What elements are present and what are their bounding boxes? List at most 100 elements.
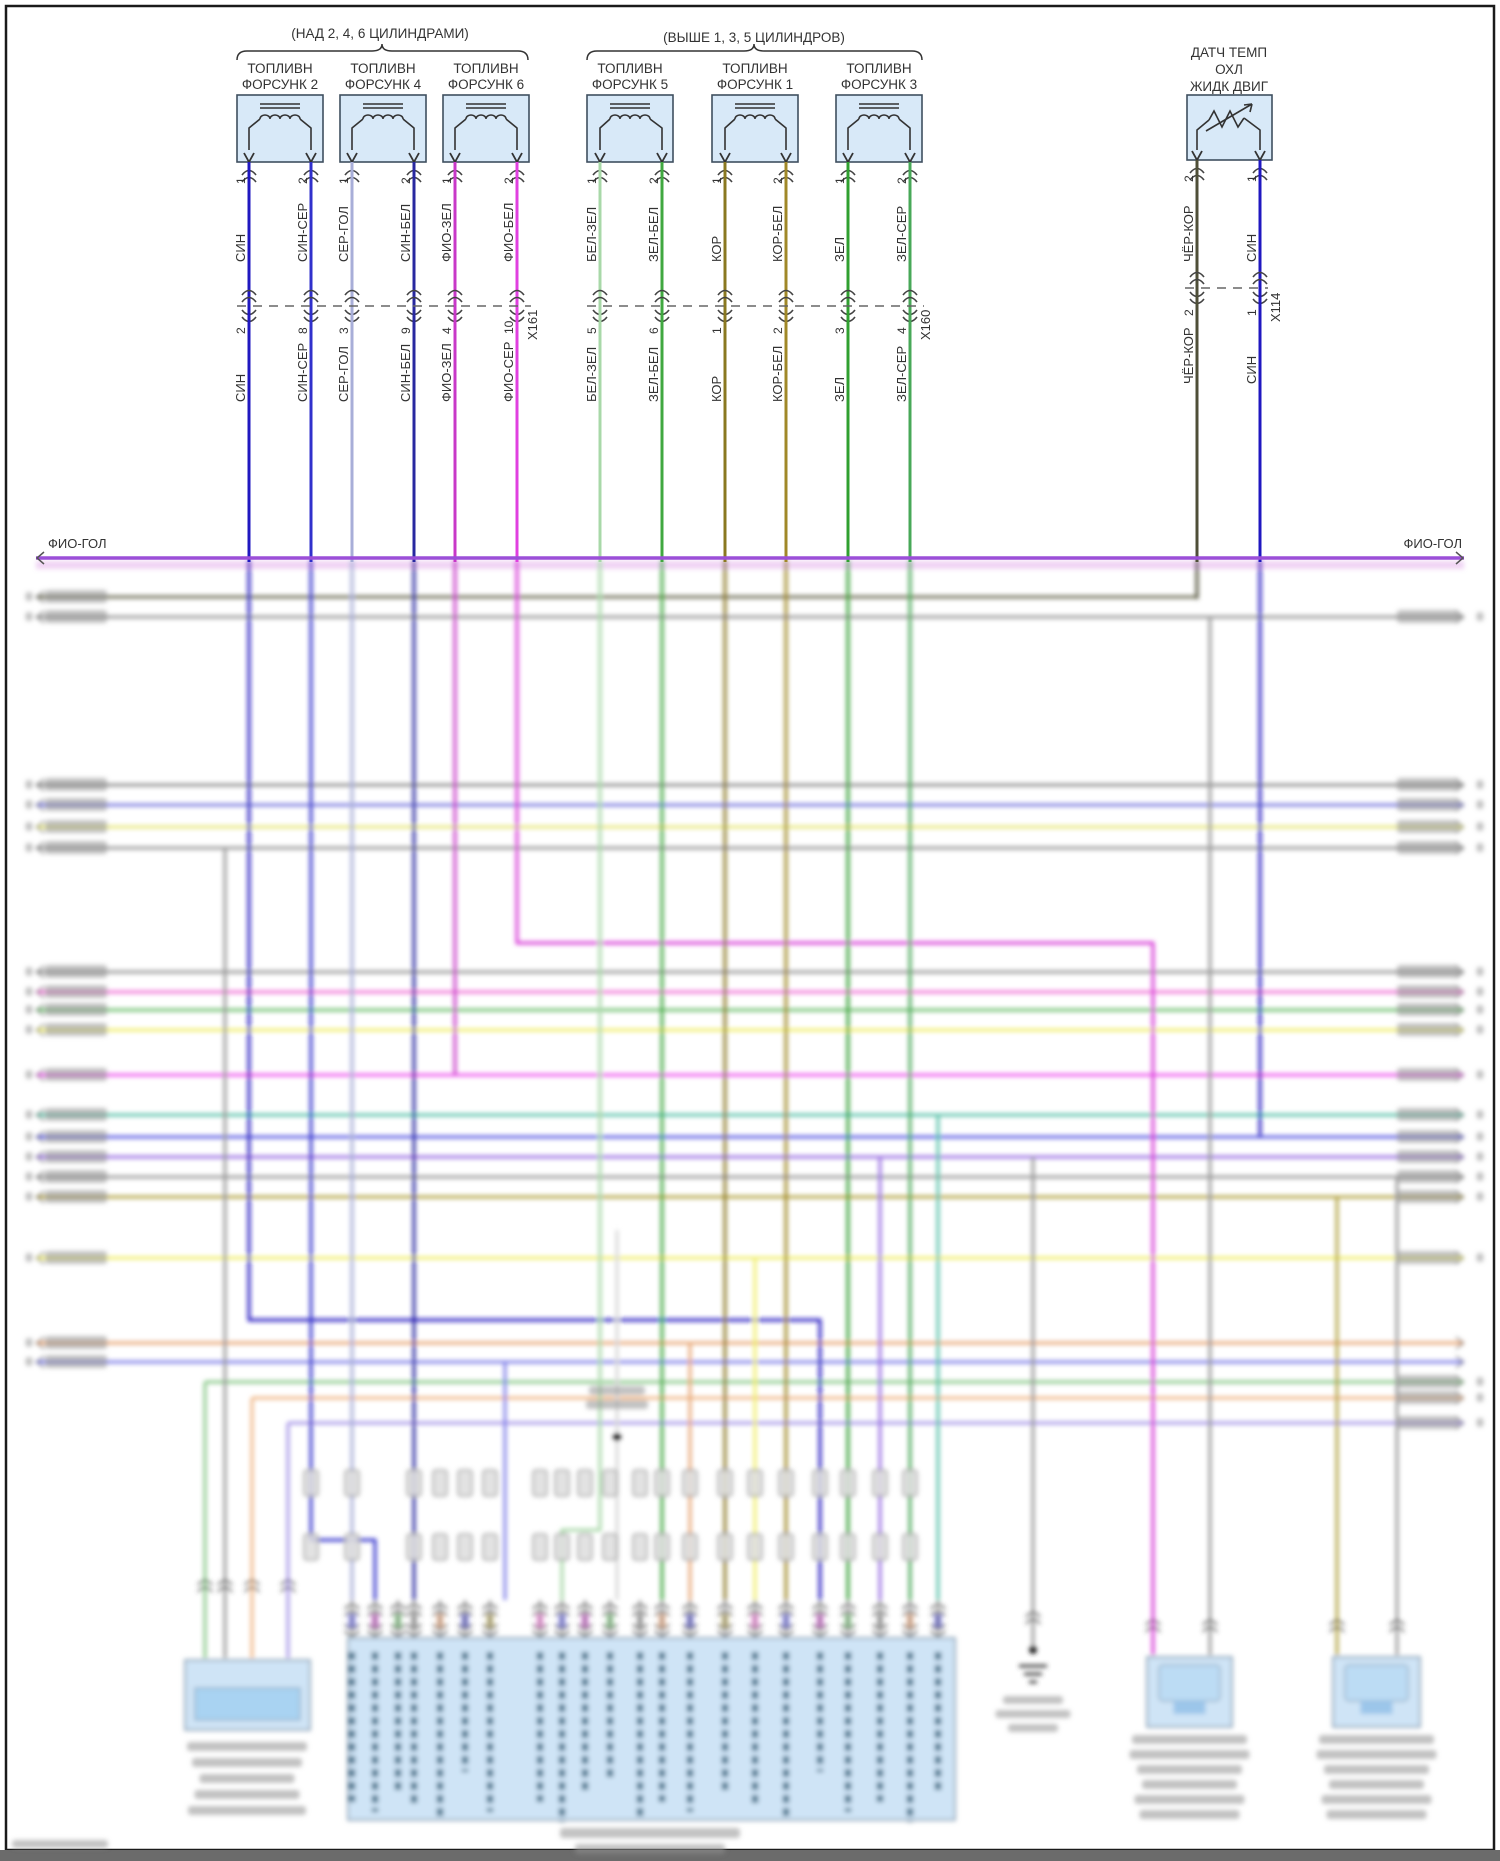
pin-number: 1 (833, 177, 847, 184)
coil-leg (248, 118, 261, 150)
connector-chevron (840, 289, 856, 296)
edge-continuation-icon (35, 610, 45, 624)
connector-id: X160 (918, 310, 933, 340)
connector-chevron (344, 296, 360, 303)
edge-continuation-icon (35, 1068, 45, 1082)
connector-chevron (778, 289, 794, 296)
connector-chevron (217, 1586, 233, 1593)
connector-chevron (280, 1586, 296, 1593)
inline-connector-block (872, 1533, 888, 1561)
connector-cavity-number: 2 (1182, 309, 1196, 316)
connector-chevron (1252, 271, 1268, 278)
inline-connector-block (303, 1469, 319, 1497)
injector-title: ФОРСУНК 6 (448, 77, 524, 92)
illegible-text-bar (45, 1003, 107, 1016)
illegible-text-bar (25, 612, 33, 621)
coil-icon (609, 114, 651, 120)
connector-chevron (509, 296, 525, 303)
pin-number: 2 (1182, 175, 1196, 182)
illegible-text-bar (187, 1742, 307, 1751)
illegible-text-bar (1316, 1750, 1437, 1759)
inline-connector-block (554, 1469, 570, 1497)
connector-chevron (447, 289, 463, 296)
illegible-text-bar (1397, 1003, 1459, 1016)
inline-connector-block (840, 1533, 856, 1561)
illegible-text-bar (1397, 1251, 1459, 1264)
inline-connector-block (432, 1469, 448, 1497)
wire-path (560, 560, 602, 1600)
connector-chevron (244, 1579, 260, 1586)
inline-connector-block (457, 1469, 473, 1497)
inline-connector-block (778, 1469, 794, 1497)
connector-chevron (1025, 1611, 1041, 1618)
wire-color-label-below: СИН-БЕЛ (398, 344, 413, 402)
connector-cavity-number: 6 (647, 327, 661, 334)
illegible-text-bar (25, 1070, 33, 1079)
connector-cavity-number: 3 (833, 327, 847, 334)
connector-chevron (1145, 1626, 1161, 1633)
wire-color-label: ФИО-БЕЛ (501, 203, 516, 262)
connector-cavity-number: 5 (585, 327, 599, 334)
connector-cavity-number: 2 (234, 327, 248, 334)
bus-left-label: ФИО-ГОЛ (48, 536, 106, 551)
inline-connector-block (632, 1533, 648, 1561)
coil-leg (774, 118, 787, 150)
wire-color-label-below: ЗЕЛ (832, 377, 847, 402)
inline-connector-block (632, 1469, 648, 1497)
illegible-text-bar (1397, 1023, 1459, 1036)
illegible-text-bar (1397, 1190, 1459, 1203)
cylinder-group-bracket (236, 43, 529, 61)
inline-connector-block (457, 1533, 473, 1561)
connector-chevron (1329, 1619, 1345, 1626)
injector-title: ТОПЛИВН (846, 61, 911, 76)
injector-title: ТОПЛИВН (350, 61, 415, 76)
illegible-text-bar (25, 592, 33, 601)
illegible-text-bar (575, 1844, 725, 1854)
illegible-text-bar (25, 1172, 33, 1181)
illegible-text-bar (45, 820, 107, 833)
illegible-text-bar (25, 843, 33, 852)
coil-leg (599, 118, 611, 150)
inline-connector-block (902, 1533, 918, 1561)
illegible-text-bar (25, 1132, 33, 1141)
inline-connector-block (554, 1533, 570, 1561)
inline-connector-block (717, 1469, 733, 1497)
connector-chevron (303, 296, 319, 303)
connector-chevron (902, 296, 918, 303)
illegible-text-bar (25, 1338, 33, 1347)
inline-connector-block (682, 1469, 698, 1497)
illegible-text-bar (45, 590, 107, 603)
coil-leg (351, 118, 364, 150)
component-box (442, 94, 530, 163)
wire-color-label-below: ЗЕЛ-СЕР (894, 346, 909, 402)
wire-path (309, 560, 377, 1600)
illegible-text-bar (1476, 1152, 1484, 1161)
connector-chevron (406, 296, 422, 303)
ecm-box (347, 1637, 956, 1821)
connector-chevron (197, 1579, 213, 1586)
edge-continuation-icon (35, 1150, 45, 1164)
wire-path (247, 560, 822, 1600)
pin-number: 2 (502, 177, 516, 184)
left-component-inner (194, 1687, 301, 1721)
connector-chevron (447, 296, 463, 303)
connector-chevron (1389, 1619, 1405, 1626)
illegible-text-bar (45, 1251, 107, 1264)
illegible-text-bar (1476, 1192, 1484, 1201)
inline-connector-block (654, 1469, 670, 1497)
illegible-text-bar (1397, 985, 1459, 998)
injector-title: ФОРСУНК 5 (592, 77, 668, 92)
illegible-text-bar (1137, 1765, 1242, 1774)
illegible-text-bar (1476, 1253, 1484, 1262)
connector-chevron (197, 1586, 213, 1593)
connector-chevron (1145, 1619, 1161, 1626)
connector-chevron (717, 289, 733, 296)
illegible-text-bar (12, 1840, 108, 1848)
inline-connector-block (577, 1533, 593, 1561)
illegible-text-bar (199, 1774, 295, 1783)
wire-color-label-below: СИН-СЕР (295, 343, 310, 402)
connector-chevron (778, 296, 794, 303)
inline-connector-block (577, 1469, 593, 1497)
connector-chevron (1025, 1618, 1041, 1625)
